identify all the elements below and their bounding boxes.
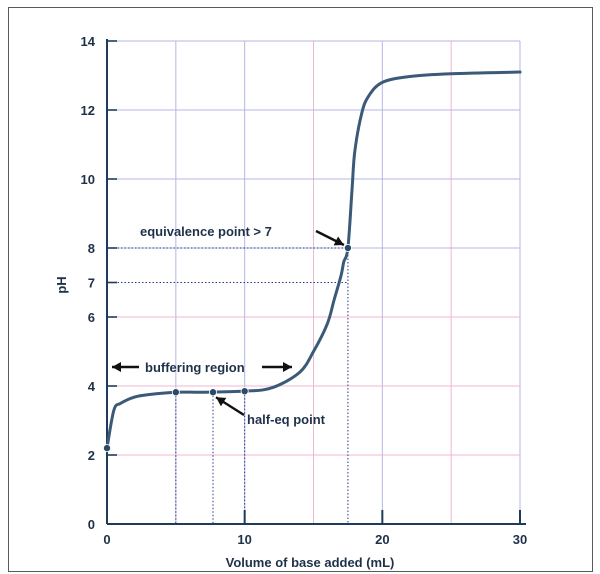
y-tick-label: 4 bbox=[88, 379, 96, 394]
equivalence-arrow-head bbox=[333, 236, 344, 246]
buffer-end-point bbox=[240, 387, 249, 396]
x-axis-title: Volume of base added (mL) bbox=[226, 555, 395, 570]
y-tick-label: 6 bbox=[88, 310, 95, 325]
start-point bbox=[103, 444, 112, 453]
guide-lines bbox=[107, 247, 349, 524]
buffer-start-point bbox=[171, 388, 180, 397]
chart-frame bbox=[8, 7, 593, 572]
equivalence-point bbox=[343, 243, 352, 252]
y-tick-label: 2 bbox=[88, 448, 95, 463]
y-axis-title: pH bbox=[54, 276, 69, 293]
buffering-arrow-left-head bbox=[112, 362, 121, 372]
x-tick-label: 0 bbox=[103, 532, 110, 547]
titration-curve bbox=[105, 70, 522, 450]
half-eq-arrow-head bbox=[216, 397, 227, 407]
buffering-arrow-right-head bbox=[283, 362, 292, 372]
y-tick-label: 10 bbox=[81, 172, 95, 187]
half-eq-point bbox=[209, 388, 218, 397]
y-tick-label: 8 bbox=[88, 241, 95, 256]
y-tick-label: 12 bbox=[81, 103, 95, 118]
tick-labels: 0 2 4 6 7 8 10 12 14 0 10 20 30 bbox=[81, 34, 528, 547]
buffering-label: buffering region bbox=[145, 360, 245, 375]
markers bbox=[103, 229, 352, 453]
half-eq-label: half-eq point bbox=[247, 412, 326, 427]
annotations: equivalence point > 7 buffering region h… bbox=[140, 224, 326, 427]
y-tick-label: 0 bbox=[88, 517, 95, 532]
y-tick-label: 7 bbox=[88, 276, 95, 291]
curve-group bbox=[105, 70, 522, 450]
x-tick-label: 10 bbox=[237, 532, 251, 547]
x-tick-label: 30 bbox=[513, 532, 527, 547]
equivalence-label: equivalence point > 7 bbox=[140, 224, 272, 239]
x-tick-label: 20 bbox=[375, 532, 389, 547]
y-tick-label: 14 bbox=[81, 34, 96, 49]
axes bbox=[106, 39, 526, 525]
